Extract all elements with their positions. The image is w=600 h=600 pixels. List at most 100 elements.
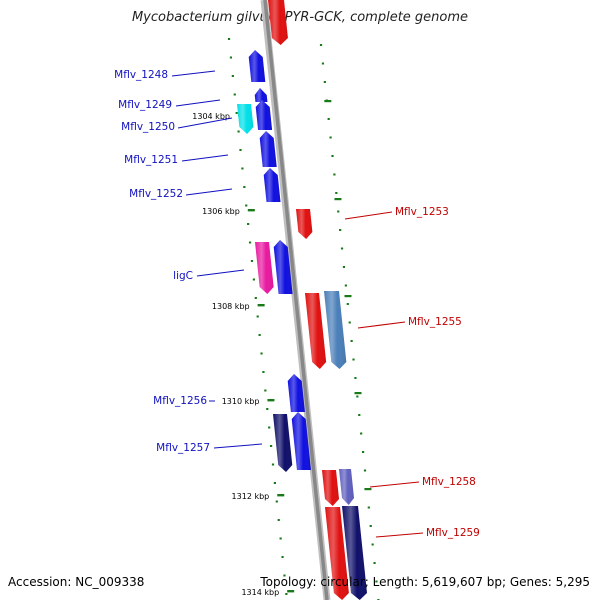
leader-line <box>196 269 245 277</box>
leader-line <box>213 443 263 449</box>
tick-dot-left <box>281 556 284 558</box>
kbp-label: 1308 kbp <box>212 302 250 311</box>
tick-dot-left <box>227 38 231 40</box>
tick-dot-right <box>354 377 357 379</box>
leader-line <box>177 117 233 129</box>
gene-label: Mflv_1257 <box>156 442 210 454</box>
tick-marks <box>227 38 380 600</box>
feature-mflv-1251 <box>259 131 277 167</box>
tick-major-right <box>324 100 332 103</box>
kbp-label: 1310 kbp <box>222 397 260 406</box>
feature-mflv-1258-navy <box>339 469 354 505</box>
tick-dot-left <box>262 371 265 373</box>
tick-dot-left <box>269 445 273 447</box>
leader-line <box>375 532 424 538</box>
leader-line <box>185 188 233 196</box>
feature-top-partial <box>268 0 288 45</box>
tick-dot-left <box>229 56 233 59</box>
gene-label: Mflv_1258 <box>422 476 476 488</box>
tick-dot-left <box>279 537 282 540</box>
feature-mflv-1259-navy <box>342 506 367 600</box>
tick-dot-left <box>264 389 267 392</box>
feature-mflv-1248 <box>248 50 266 82</box>
kbp-tick <box>277 494 285 497</box>
leader-line <box>369 481 420 488</box>
leader-line <box>357 321 406 329</box>
gene-label: Mflv_1256 <box>153 395 207 407</box>
tick-dot-right <box>335 192 338 194</box>
tick-dot-left <box>231 75 234 77</box>
tick-dot-left <box>243 186 246 188</box>
leader-line <box>344 211 393 220</box>
feature-ligc <box>273 240 293 294</box>
gene-label: Mflv_1250 <box>121 121 175 133</box>
tick-dot-right <box>342 266 346 268</box>
feature-mflv-1255-steel <box>324 291 347 369</box>
tick-dot-right <box>375 580 378 583</box>
tick-major-right <box>344 295 352 298</box>
tick-dot-right <box>371 543 374 546</box>
feature-mflv-1256 <box>287 374 305 412</box>
tick-major-right <box>354 392 362 395</box>
tick-dot-right <box>337 210 340 213</box>
kbp-label: 1312 kbp <box>232 492 270 501</box>
tick-dot-right <box>348 321 351 324</box>
tick-dot-right <box>369 525 372 527</box>
feature-mflv-1259 <box>325 507 349 600</box>
tick-major-right <box>334 198 342 201</box>
gene-label: Mflv_1259 <box>426 527 480 539</box>
tick-dot-left <box>241 167 244 170</box>
tick-dot-left <box>260 352 263 355</box>
tick-dot-right <box>373 562 376 564</box>
gene-labels: Mflv_1248 Mflv_1249 Mflv_1250 Mflv_1251 Mflv… <box>114 69 480 539</box>
feature-ligc-magenta <box>255 242 274 294</box>
tick-dot-right <box>350 340 353 342</box>
tick-dot-left <box>247 223 250 225</box>
tick-dot-left <box>235 112 238 114</box>
tick-dot-right <box>360 432 363 435</box>
tick-dot-right <box>361 451 365 453</box>
tick-dot-right <box>356 395 359 398</box>
feature-mflv-1249 <box>254 88 268 102</box>
gene-label: Mflv_1252 <box>129 188 183 200</box>
tick-dot-right <box>327 118 330 120</box>
accession-text: Accession: NC_009338 <box>8 575 145 589</box>
kbp-label: 1304 kbp <box>192 112 230 121</box>
genome-backbone <box>260 0 331 600</box>
kbp-tick <box>257 304 265 307</box>
gene-label: Mflv_1248 <box>114 69 168 81</box>
tick-dot-right <box>344 284 347 287</box>
gene-features <box>237 0 367 600</box>
leader-line <box>175 99 221 107</box>
tick-dot-right <box>346 303 349 305</box>
tick-dot-left <box>271 463 275 466</box>
tick-dot-left <box>277 519 280 521</box>
feature-mflv-1253 <box>296 209 313 239</box>
gene-label: Mflv_1253 <box>395 206 449 218</box>
feature-mflv-1252 <box>263 168 281 202</box>
tick-dot-left <box>273 482 277 484</box>
tick-dot-right <box>352 358 355 361</box>
tick-dot-left <box>256 315 259 318</box>
kbp-label: 1306 kbp <box>202 207 240 216</box>
tick-dot-right <box>339 229 342 231</box>
tick-dot-left <box>250 260 254 262</box>
tick-dot-right <box>363 469 367 472</box>
tick-dot-left <box>245 204 248 207</box>
tick-dot-left <box>237 130 240 133</box>
tick-major-right <box>364 488 372 491</box>
topology-text: Topology: circular; Length: 5,619,607 bp… <box>260 575 590 589</box>
map-title: Mycobacterium gilvum PYR-GCK, complete g… <box>131 10 469 25</box>
feature-mflv-1255 <box>305 293 327 369</box>
feature-mflv-1250 <box>255 100 273 130</box>
tick-dot-left <box>266 408 269 410</box>
tick-dot-left <box>275 500 278 503</box>
tick-dot-right <box>323 81 326 83</box>
feature-mflv-1258 <box>322 470 339 506</box>
tick-dot-left <box>283 574 286 577</box>
tick-dot-right <box>358 414 361 416</box>
gene-label: Mflv_1249 <box>118 99 172 111</box>
gene-label: Mflv_1255 <box>408 316 462 328</box>
feature-mflv-1257-navy <box>273 414 293 472</box>
